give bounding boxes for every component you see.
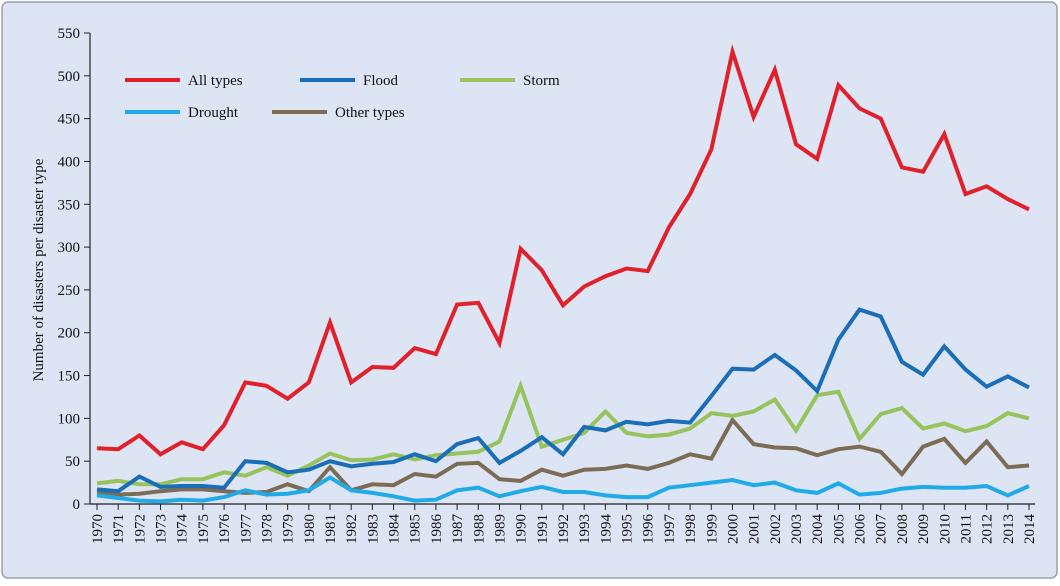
x-tick-label: 1983 (365, 514, 381, 544)
series-line (96, 307, 1030, 494)
y-tick-label: 500 (58, 69, 81, 85)
x-tick-label: 1977 (238, 514, 254, 545)
y-tick-label: 550 (58, 26, 81, 42)
x-tick-label: 1981 (323, 514, 339, 544)
x-tick-label: 1980 (302, 514, 318, 544)
x-tick-label: 1974 (175, 514, 191, 545)
x-tick-label: 1970 (90, 514, 106, 544)
x-tick-label: 2012 (980, 514, 996, 544)
y-tick-label: 300 (58, 240, 81, 256)
x-tick-label: 2009 (916, 514, 932, 544)
x-tick-label: 2008 (895, 514, 911, 544)
x-tick-label: 1986 (429, 514, 445, 545)
x-tick-label: 2001 (747, 514, 763, 544)
y-tick-label: 350 (58, 197, 81, 213)
x-tick-label: 1990 (514, 514, 530, 544)
y-tick-label: 150 (58, 369, 81, 385)
y-tick-label: 50 (65, 454, 80, 470)
x-tick-label: 2010 (937, 514, 953, 544)
y-tick-label: 250 (58, 283, 81, 299)
x-tick-label: 1976 (217, 514, 233, 545)
x-tick-label: 1989 (492, 514, 508, 544)
y-tick-label: 100 (58, 411, 81, 427)
x-tick-label: 2003 (789, 514, 805, 544)
y-axis-label: Number of disasters per disaster type (31, 158, 47, 381)
x-tick-label: 1982 (344, 514, 360, 544)
x-tick-label: 2006 (853, 514, 869, 545)
series-line (96, 475, 1030, 504)
x-tick-label: 1993 (577, 514, 593, 544)
x-tick-label: 1978 (259, 514, 275, 544)
x-tick-label: 1987 (450, 514, 466, 545)
y-tick-label: 400 (58, 154, 81, 170)
legend-label: Other types (335, 105, 405, 121)
x-tick-label: 2007 (874, 514, 890, 545)
x-tick-label: 2002 (768, 514, 784, 544)
x-tick-label: 1995 (620, 514, 636, 544)
x-tick-label: 1984 (387, 514, 403, 545)
x-tick-label: 1994 (598, 514, 614, 545)
legend-label: Storm (523, 73, 560, 89)
x-tick-label: 1973 (154, 514, 170, 544)
x-tick-label: 2005 (831, 514, 847, 544)
x-tick-label: 2013 (1001, 514, 1017, 544)
x-tick-label: 1972 (132, 514, 148, 544)
y-tick-label: 200 (58, 326, 81, 342)
series-line (96, 379, 1030, 487)
x-tick-label: 1985 (408, 514, 424, 544)
x-tick-label: 1996 (641, 514, 657, 545)
y-tick-label: 450 (58, 112, 81, 128)
x-tick-label: 2014 (1022, 514, 1038, 545)
x-tick-label: 1991 (535, 514, 551, 544)
x-tick-label: 1979 (281, 514, 297, 544)
x-tick-label: 2011 (958, 514, 974, 543)
legend-label: Drought (188, 105, 239, 121)
legend-label: Flood (363, 73, 399, 89)
x-tick-label: 1975 (196, 514, 212, 544)
x-tick-label: 1988 (471, 514, 487, 544)
x-tick-label: 1992 (556, 514, 572, 544)
x-tick-label: 1998 (683, 514, 699, 544)
x-tick-label: 1999 (704, 514, 720, 544)
x-tick-label: 1971 (111, 514, 127, 544)
x-tick-label: 2000 (725, 514, 741, 544)
series-line (96, 44, 1030, 457)
legend-label: All types (188, 73, 243, 89)
x-tick-label: 2004 (810, 514, 826, 545)
y-tick-label: 0 (73, 497, 81, 513)
x-tick-label: 1997 (662, 514, 678, 545)
